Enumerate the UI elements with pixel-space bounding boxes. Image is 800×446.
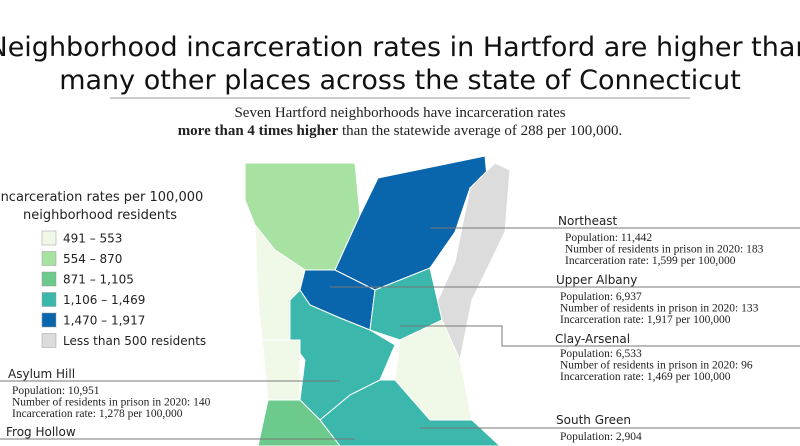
neighborhood-detail: Population: 11,442 (565, 232, 652, 244)
neighborhood-name: Clay-Arsenal (555, 332, 630, 346)
legend-label: Less than 500 residents (63, 334, 206, 348)
neighborhood-name: South Green (556, 413, 631, 427)
neighborhood-detail: Population: 2,904 (560, 431, 642, 443)
legend-label: 1,106 – 1,469 (63, 293, 145, 307)
legend-swatch (41, 312, 57, 328)
neighborhood-detail: Number of residents in prison in 2020: 1… (560, 303, 759, 315)
neighborhood-detail: Incarceration rate: 1,917 per 100,000 (560, 314, 731, 326)
neighborhood-detail: Incarceration rate: 1,599 per 100,000 (565, 255, 736, 267)
neighborhood-name: Upper Albany (556, 273, 637, 287)
title-line: many other places across the state of Co… (59, 65, 741, 96)
neighborhood-detail: Number of residents in prison in 2020: 1… (565, 244, 764, 256)
leader-line (400, 325, 800, 347)
legend-title: Incarceration rates per 100,000 (0, 190, 203, 205)
legend-swatch (41, 251, 57, 266)
region (429, 162, 511, 361)
neighborhood-detail: Incarceration rate: 1,278 per 100,000 (12, 408, 183, 420)
neighborhood-detail: Population: 10,951 (12, 385, 100, 397)
subtitle: more than 4 times higher than the statew… (178, 123, 623, 139)
neighborhood-detail: Population: 6,937 (560, 291, 642, 303)
legend-title: neighborhood residents (23, 208, 177, 223)
neighborhood-detail: Population: 6,533 (560, 348, 642, 360)
subtitle-bold: more than 4 times higher (178, 123, 339, 139)
neighborhood-name: Frog Hollow (6, 425, 76, 439)
legend-swatch (41, 271, 57, 287)
legend-label: 554 – 870 (63, 252, 122, 266)
subtitle: Seven Hartford neighborhoods have incarc… (234, 105, 565, 121)
legend-label: 1,470 – 1,917 (63, 314, 145, 328)
subtitle-rest: than the statewide average of 288 per 10… (342, 123, 622, 139)
legend-swatch (41, 333, 57, 348)
leader-lines (0, 227, 800, 440)
neighborhood-detail: Number of residents in prison in 2020: 9… (560, 360, 753, 372)
legend-swatch (41, 230, 57, 246)
legend: 491 – 553 554 – 870 871 – 1,105 1,106 – 1,4… (41, 230, 206, 348)
title-line: Neighborhood incarceration rates in Hart… (0, 32, 800, 63)
neighborhood-detail: Number of residents in prison in 2020: 1… (12, 397, 211, 409)
region (261, 339, 301, 401)
legend-swatch (41, 292, 57, 307)
neighborhood-name: Asylum Hill (8, 367, 75, 381)
neighborhood-name: Northeast (558, 214, 618, 228)
neighborhood-detail: Incarceration rate: 1,469 per 100,000 (560, 371, 731, 383)
legend-label: 871 – 1,105 (63, 273, 134, 287)
legend-label: 491 – 553 (63, 232, 122, 246)
map (244, 155, 511, 446)
